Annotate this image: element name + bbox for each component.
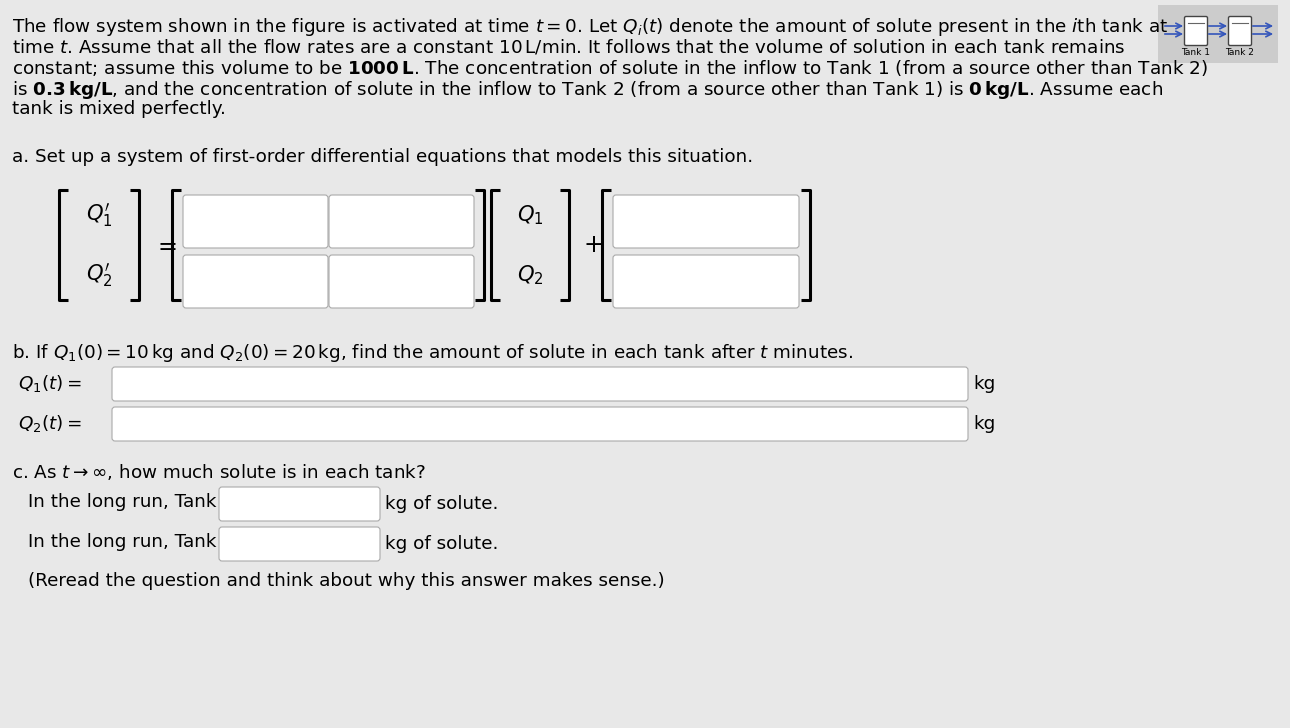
Text: constant; assume this volume to be $\mathbf{1000}\,\mathbf{L}$. The concentratio: constant; assume this volume to be $\mat… (12, 58, 1207, 78)
Text: c. As $t \rightarrow \infty$, how much solute is in each tank?: c. As $t \rightarrow \infty$, how much s… (12, 462, 426, 482)
Text: kg: kg (973, 375, 996, 393)
Text: In the long run, Tank 2 will have: In the long run, Tank 2 will have (28, 533, 321, 551)
Text: Tank 2: Tank 2 (1226, 48, 1254, 57)
FancyBboxPatch shape (183, 255, 328, 308)
FancyBboxPatch shape (613, 255, 799, 308)
FancyBboxPatch shape (112, 407, 968, 441)
Text: The flow system shown in the figure is activated at time $t = 0$. Let $Q_i(t)$ d: The flow system shown in the figure is a… (12, 16, 1169, 38)
Text: $Q_1$: $Q_1$ (517, 203, 543, 227)
Text: (Reread the question and think about why this answer makes sense.): (Reread the question and think about why… (28, 572, 664, 590)
Text: $Q_1(t) =$: $Q_1(t) =$ (18, 373, 81, 394)
Text: $Q_2$: $Q_2$ (517, 264, 543, 287)
Text: time $t$. Assume that all the flow rates are a constant $10\,\mathrm{L/min}$. It: time $t$. Assume that all the flow rates… (12, 37, 1125, 56)
Text: $+$: $+$ (583, 233, 602, 257)
FancyBboxPatch shape (613, 195, 799, 248)
Text: tank is mixed perfectly.: tank is mixed perfectly. (12, 100, 226, 118)
Text: b. If $Q_1(0) = 10\,\mathrm{kg}$ and $Q_2(0) = 20\,\mathrm{kg}$, find the amount: b. If $Q_1(0) = 10\,\mathrm{kg}$ and $Q_… (12, 342, 853, 364)
Text: kg: kg (973, 415, 996, 433)
FancyBboxPatch shape (1228, 17, 1251, 45)
Text: $Q_2'$: $Q_2'$ (85, 261, 112, 289)
Text: kg of solute.: kg of solute. (384, 535, 498, 553)
Text: $=$: $=$ (154, 233, 177, 257)
Text: is $\mathbf{0.3}\,\mathbf{kg/L}$, and the concentration of solute in the inflow : is $\mathbf{0.3}\,\mathbf{kg/L}$, and th… (12, 79, 1164, 101)
FancyBboxPatch shape (183, 195, 328, 248)
Bar (1158, 5, 1278, 63)
FancyBboxPatch shape (112, 367, 968, 401)
Text: In the long run, Tank 1 will have: In the long run, Tank 1 will have (28, 493, 321, 511)
FancyBboxPatch shape (219, 487, 381, 521)
FancyBboxPatch shape (1184, 17, 1207, 45)
Text: kg of solute.: kg of solute. (384, 495, 498, 513)
Text: a. Set up a system of first-order differential equations that models this situat: a. Set up a system of first-order differ… (12, 148, 753, 166)
FancyBboxPatch shape (329, 195, 473, 248)
Text: Tank 1: Tank 1 (1182, 48, 1210, 57)
FancyBboxPatch shape (329, 255, 473, 308)
Text: $Q_1'$: $Q_1'$ (85, 201, 112, 229)
Text: $Q_2(t) =$: $Q_2(t) =$ (18, 413, 81, 434)
FancyBboxPatch shape (219, 527, 381, 561)
